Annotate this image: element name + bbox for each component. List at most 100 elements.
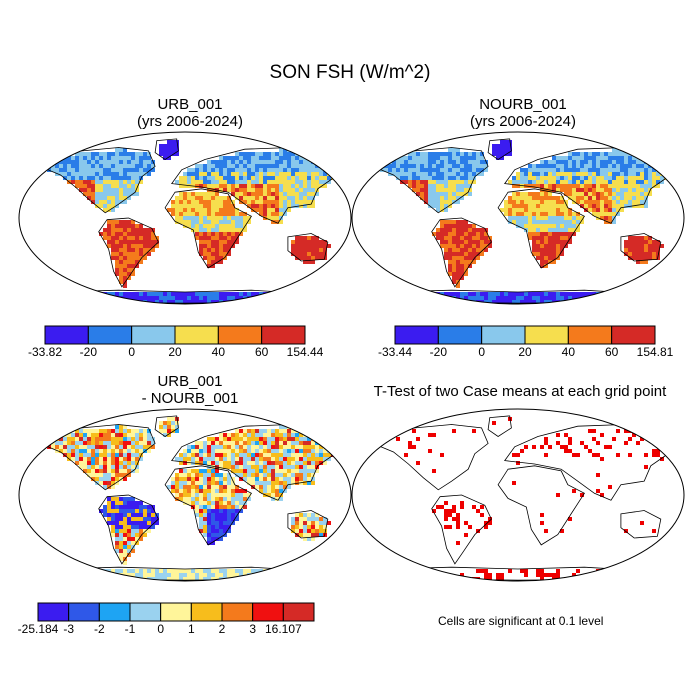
coastline-greenland	[154, 138, 179, 160]
panel-diff-title: URB_001 - NOURB_001	[20, 373, 360, 407]
colorbar-urb-box-5	[261, 325, 306, 345]
colorbar-diff-label-6: 2	[218, 622, 226, 636]
significance-note: Cells are significant at 0.1 level	[438, 614, 604, 628]
colorbar-nourb-box-1	[437, 325, 483, 345]
coastline-northamerica	[367, 424, 489, 491]
colorbar-urb-box-1	[87, 325, 133, 345]
colorbar-urb-label-6: 154.44	[286, 345, 324, 359]
map-ttest-field	[384, 417, 672, 581]
coastline-southamerica	[98, 494, 159, 565]
coastline-northamerica	[34, 147, 156, 214]
map-ttest-coastlines	[367, 415, 672, 581]
figure-title: SON FSH (W/m^2)	[269, 62, 431, 83]
colorbar-urb-boxes	[44, 325, 306, 345]
colorbar-nourb-boxes	[394, 325, 656, 345]
map-urb	[18, 131, 352, 305]
colorbar-urb-box-4	[217, 325, 263, 345]
coastline-africa	[497, 188, 585, 269]
colorbar-urb-labels: -33.82 -20 0 20 40 60 154.44	[28, 344, 323, 360]
coastline-africa	[164, 188, 252, 269]
colorbar-nourb-label-4: 40	[561, 345, 576, 359]
colorbar-diff-box-4	[160, 602, 192, 622]
colorbar-nourb-labels: -33.44 -20 0 20 40 60 154.81	[378, 344, 673, 360]
colorbar-nourb-label-0: -33.44	[377, 345, 413, 359]
colorbar-diff-box-5	[190, 602, 223, 622]
panel-nourb-title-line1: NOURB_001	[479, 96, 567, 113]
panel-urb-title: URB_001 (yrs 2006-2024)	[20, 96, 360, 130]
colorbar-diff-label-1: -3	[63, 622, 74, 636]
coastline-greenland	[487, 138, 512, 160]
coastline-antarctica	[388, 566, 645, 581]
coastline-eurasia	[170, 147, 339, 224]
colorbar-nourb-label-3: 20	[518, 345, 532, 359]
panel-nourb-title: NOURB_001 (yrs 2006-2024)	[353, 96, 693, 130]
colorbar-diff-box-2	[98, 602, 131, 622]
map-nourb-border	[351, 131, 685, 305]
map-ttest	[351, 408, 685, 582]
colorbar-nourb-box-3	[524, 325, 569, 345]
map-urb-field	[39, 140, 339, 304]
colorbar-diff-box-0	[37, 602, 70, 622]
colorbar-nourb-label-2: 0	[478, 345, 485, 359]
colorbar-urb-label-2: 0	[128, 345, 135, 359]
coastline-southamerica	[431, 217, 492, 288]
colorbar-diff-box-1	[68, 602, 100, 622]
coastline-australia	[620, 233, 662, 262]
colorbar-diff-labels: -25.184 -3 -2 -1 0 1 2 3 16.107	[18, 621, 314, 637]
coastline-northamerica	[34, 424, 156, 491]
map-diff-border	[18, 408, 352, 582]
colorbar-nourb-box-2	[481, 325, 526, 345]
colorbar-diff-label-8: 16.107	[264, 622, 302, 636]
colorbar-diff-label-2: -2	[93, 622, 105, 636]
colorbar-nourb-box-4	[567, 325, 613, 345]
colorbar-urb-label-4: 40	[211, 345, 226, 359]
coastline-greenland	[487, 415, 512, 437]
map-diff-field	[39, 417, 339, 581]
coastline-africa	[164, 465, 252, 546]
colorbar-diff-box-3	[129, 602, 162, 622]
map-nourb	[351, 131, 685, 305]
colorbar-nourb-label-1: -20	[429, 345, 447, 359]
coastline-eurasia	[170, 424, 339, 501]
colorbar-nourb-box-0	[394, 325, 439, 345]
colorbar-nourb-label-5: 60	[604, 345, 619, 359]
coastline-greenland	[154, 415, 179, 437]
map-urb-border	[18, 131, 352, 305]
panel-ttest-title-line1: T-Test of two Case means at each grid po…	[373, 383, 667, 400]
colorbar-diff-label-5: 1	[187, 622, 195, 636]
colorbar-urb-label-5: 60	[254, 345, 269, 359]
colorbar-urb-box-2	[131, 325, 176, 345]
coastline-australia	[287, 510, 329, 539]
coastline-eurasia	[503, 147, 672, 224]
coastline-southamerica	[98, 217, 159, 288]
colorbar-diff-label-0: -25.184	[17, 622, 59, 636]
panel-ttest-title: T-Test of two Case means at each grid po…	[345, 383, 695, 400]
colorbar-nourb-box-5	[611, 325, 656, 345]
coastline-australia	[620, 510, 662, 539]
panel-diff-title-line2: - NOURB_001	[141, 390, 239, 407]
colorbar-diff-label-3: -1	[124, 622, 136, 636]
colorbar-diff-box-6	[221, 602, 254, 622]
colorbar-diff-box-8	[282, 602, 315, 622]
colorbar-urb-box-0	[44, 325, 89, 345]
colorbar-urb-label-3: 20	[168, 345, 182, 359]
coastline-southamerica	[431, 494, 492, 565]
map-nourb-field	[372, 140, 672, 304]
map-ttest-border	[351, 408, 685, 582]
coastline-australia	[287, 233, 329, 262]
panel-diff-title-line1: URB_001	[157, 373, 223, 390]
coastline-africa	[497, 465, 585, 546]
colorbar-urb-box-3	[174, 325, 219, 345]
colorbar-diff-box-7	[252, 602, 284, 622]
colorbar-urb-label-0: -33.82	[27, 345, 63, 359]
colorbar-nourb-label-6: 154.81	[636, 345, 674, 359]
coastline-eurasia	[503, 424, 672, 501]
colorbar-urb-label-1: -20	[79, 345, 97, 359]
panel-nourb-title-line2: (yrs 2006-2024)	[470, 113, 576, 130]
colorbar-diff-boxes	[37, 602, 315, 622]
panel-urb-title-line1: URB_001	[157, 96, 223, 113]
panel-urb-title-line2: (yrs 2006-2024)	[137, 113, 243, 130]
map-diff	[18, 408, 352, 582]
coastline-northamerica	[367, 147, 489, 214]
colorbar-diff-label-4: 0	[157, 622, 164, 636]
